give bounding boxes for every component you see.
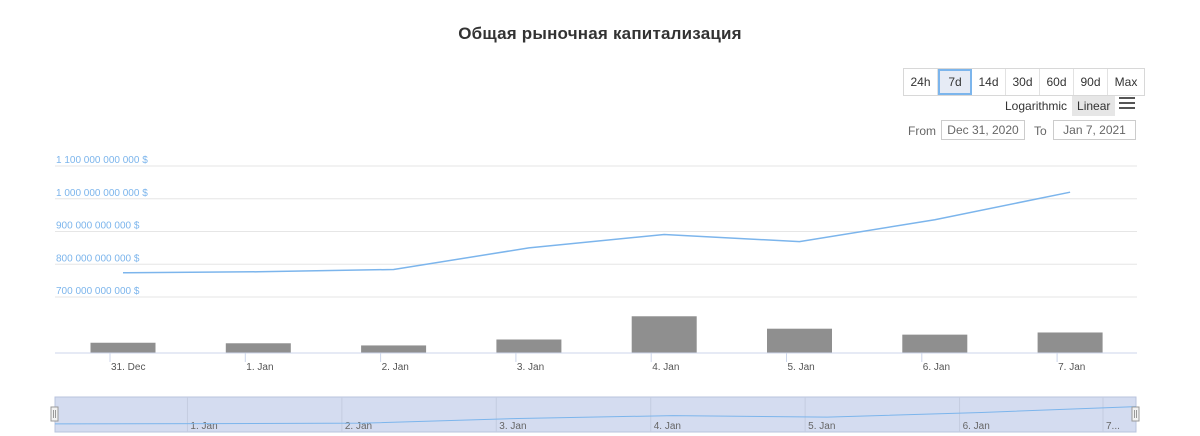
x-tick-label: 5. Jan <box>788 362 815 373</box>
y-tick-label: 1 000 000 000 000 $ <box>56 188 148 199</box>
navigator: 1. Jan 2. Jan 3. Jan 4. Jan 5. Jan 6. Jan 7... <box>50 396 1140 433</box>
navigator-tick-label: 4. Jan <box>654 421 681 432</box>
x-tick-label: 3. Jan <box>517 362 544 373</box>
x-tick-label: 7. Jan <box>1058 362 1085 373</box>
navigator-mask <box>54 396 1137 433</box>
x-tick-label: 4. Jan <box>652 362 679 373</box>
navigator-handle[interactable] <box>1131 406 1140 422</box>
range-button-24h[interactable]: 24h <box>904 69 938 95</box>
logarithmic-button[interactable]: Logarithmic <box>1005 99 1068 113</box>
y-tick-label: 700 000 000 000 $ <box>56 286 140 297</box>
navigator-tick-label: 1. Jan <box>190 421 217 432</box>
range-button-14d[interactable]: 14d <box>972 69 1006 95</box>
range-button-90d[interactable]: 90d <box>1074 69 1108 95</box>
x-tick-label: 2. Jan <box>382 362 409 373</box>
navigator-tick-label: 3. Jan <box>499 421 526 432</box>
volume-bar <box>767 328 832 353</box>
x-tick-label: 1. Jan <box>246 362 273 373</box>
grid-lines <box>55 165 1137 298</box>
x-axis-labels: 31. Dec 1. Jan 2. Jan 3. Jan 4. Jan 5. Jan 6. … <box>109 353 1085 373</box>
volume-bar <box>225 343 291 353</box>
from-label: From <box>908 124 936 138</box>
volume-bar <box>361 345 427 353</box>
volume-bar <box>1037 332 1103 353</box>
navigator-tick-label: 6. Jan <box>963 421 990 432</box>
y-tick-label: 900 000 000 000 $ <box>56 221 140 232</box>
to-date-input[interactable]: Jan 7, 2021 <box>1053 120 1136 140</box>
x-tick-label: 31. Dec <box>111 362 145 373</box>
y-axis-labels: 1 100 000 000 000 $ 1 000 000 000 000 $ 90… <box>56 155 148 297</box>
linear-button[interactable]: Linear <box>1072 96 1116 116</box>
volume-bars <box>90 316 1103 353</box>
range-button-Max[interactable]: Max <box>1114 75 1138 89</box>
volume-bar <box>631 316 697 353</box>
volume-bar <box>496 339 562 353</box>
volume-bar <box>902 334 968 353</box>
scale-toggle: Logarithmic Linear <box>1000 96 1116 116</box>
y-tick-label: 1 100 000 000 000 $ <box>56 155 148 166</box>
navigator-tick-label: 5. Jan <box>808 421 835 432</box>
navigator-tick-label: 2. Jan <box>345 421 372 432</box>
range-button-7d[interactable]: 7d <box>938 69 972 95</box>
range-selector: 24h 7d 14d 30d 60d 90d Max <box>903 68 1145 96</box>
chart-title: Общая рыночная капитализация <box>458 24 742 43</box>
to-label: To <box>1034 124 1047 138</box>
navigator-line <box>54 406 1137 425</box>
range-button-60d[interactable]: 60d <box>1040 69 1074 95</box>
navigator-tick-label: 7... <box>1106 421 1120 432</box>
y-tick-label: 800 000 000 000 $ <box>56 253 140 264</box>
market-cap-line <box>122 191 1071 274</box>
navigator-handle[interactable] <box>50 406 59 422</box>
from-date-input[interactable]: Dec 31, 2020 <box>941 120 1025 140</box>
hamburger-menu-icon[interactable] <box>1119 97 1135 111</box>
volume-bar <box>90 342 156 353</box>
x-tick-label: 6. Jan <box>923 362 950 373</box>
range-button-30d[interactable]: 30d <box>1006 69 1040 95</box>
